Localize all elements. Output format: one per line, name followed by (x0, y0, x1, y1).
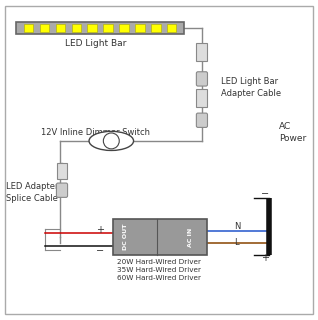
Text: LED Light Bar: LED Light Bar (65, 39, 126, 48)
Text: AC
Power: AC Power (279, 122, 307, 143)
Text: +: + (260, 253, 269, 263)
Text: −: − (96, 246, 104, 256)
Circle shape (103, 133, 119, 149)
Text: N: N (234, 222, 240, 231)
Bar (113, 219, 207, 255)
FancyBboxPatch shape (197, 113, 208, 127)
Text: −: − (260, 189, 269, 199)
Bar (135, 24, 145, 32)
Bar (87, 24, 97, 32)
Text: LED Adapter
Splice Cable: LED Adapter Splice Cable (6, 182, 59, 203)
Text: 20W Hard-Wired Driver
35W Hard-Wired Driver
60W Hard-Wired Driver: 20W Hard-Wired Driver 35W Hard-Wired Dri… (117, 259, 201, 281)
Bar (197, 89, 208, 107)
Bar (24, 24, 33, 32)
Bar (40, 24, 49, 32)
Text: L: L (234, 238, 238, 247)
Bar (151, 24, 161, 32)
Text: LED Light Bar
Adapter Cable: LED Light Bar Adapter Cable (221, 77, 281, 98)
Bar (57, 163, 67, 179)
Bar (119, 24, 129, 32)
FancyBboxPatch shape (197, 72, 208, 86)
Text: AC IN: AC IN (188, 227, 193, 247)
Bar (197, 43, 208, 60)
Text: +: + (96, 225, 104, 235)
Ellipse shape (89, 132, 134, 150)
Bar (103, 24, 113, 32)
Bar (16, 22, 184, 34)
Bar (167, 24, 176, 32)
Text: 12V Inline Dimmer Switch: 12V Inline Dimmer Switch (41, 128, 150, 137)
Text: DC OUT: DC OUT (123, 224, 128, 250)
Bar (56, 24, 65, 32)
FancyBboxPatch shape (57, 183, 68, 197)
Bar (72, 24, 81, 32)
